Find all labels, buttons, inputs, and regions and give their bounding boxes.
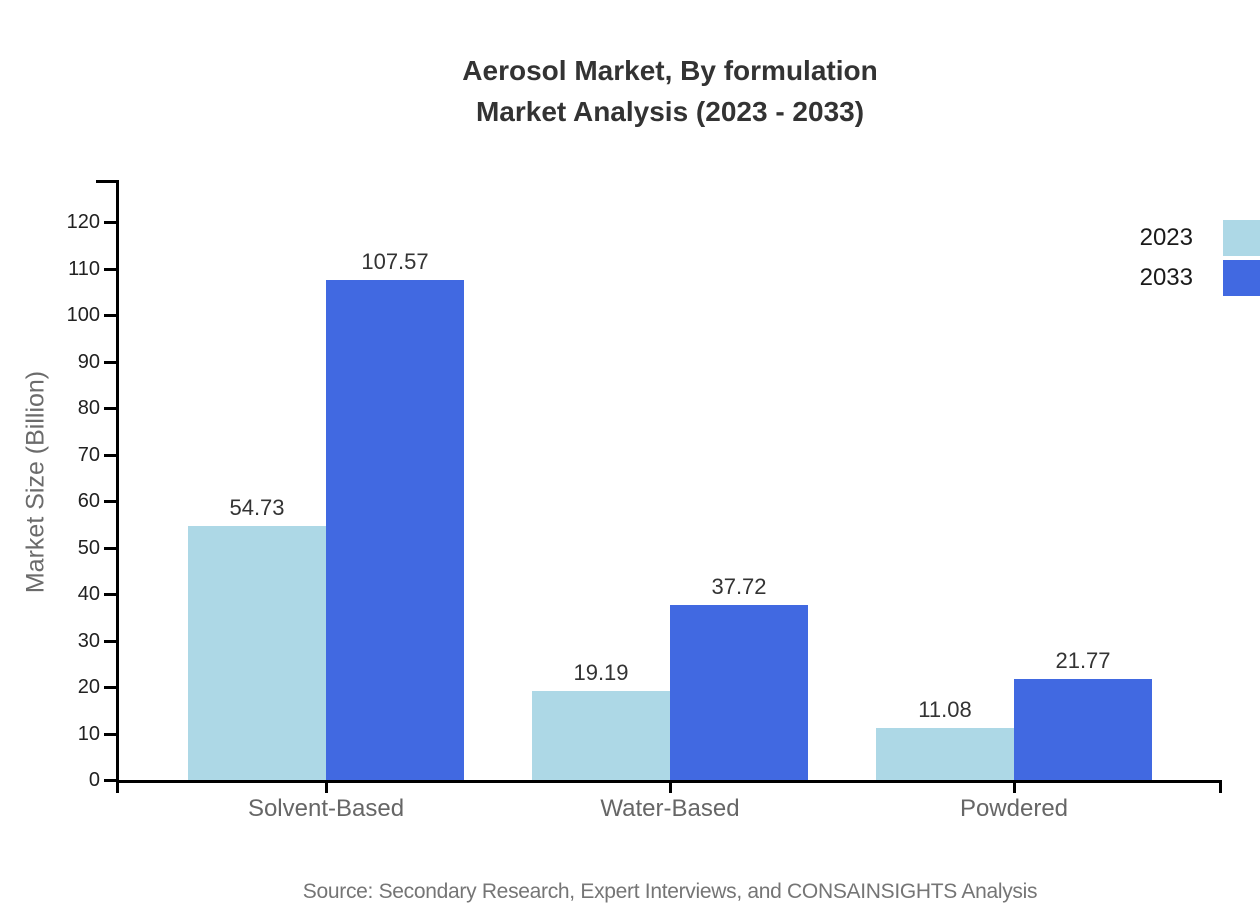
bar-value-label: 54.73 <box>229 494 285 520</box>
y-tick-label: 50 <box>77 536 100 559</box>
y-tick-label: 120 <box>66 211 100 233</box>
x-tick-mark <box>1012 780 1016 793</box>
y-tick-mark <box>104 314 117 317</box>
y-tick-mark <box>104 546 117 550</box>
category-label: Water-Based <box>600 795 740 822</box>
category-label: Solvent-Based <box>247 795 405 822</box>
y-tick-mark <box>104 267 117 271</box>
y-tick-label: 20 <box>77 676 100 698</box>
y-tick-label: 110 <box>68 257 100 280</box>
y-tick-label: 80 <box>77 397 100 419</box>
bar-value-label: 21.77 <box>1055 647 1111 673</box>
bar-value-label: 107.57 <box>361 248 429 274</box>
y-tick-mark <box>104 732 117 736</box>
y-tick-mark <box>104 407 117 410</box>
y-tick-label: 100 <box>66 304 100 326</box>
bar-2033-water-based <box>670 604 808 780</box>
legend-swatch-2023 <box>1223 220 1260 256</box>
chart-title: Aerosol Market, By formulation Market An… <box>160 50 1180 132</box>
bar-2023-water-based <box>532 690 670 780</box>
chart-title-line1: Aerosol Market, By formulation <box>462 55 878 86</box>
y-tick-label: 30 <box>77 629 100 652</box>
y-tick-mark <box>104 500 117 503</box>
y-tick-label: 0 <box>88 769 100 791</box>
bar-2033-powdered <box>1014 678 1152 780</box>
y-tick-mark <box>104 686 117 689</box>
y-tick-label: 60 <box>77 490 100 512</box>
y-tick-label: 10 <box>77 722 100 745</box>
y-tick-label: 90 <box>77 350 100 373</box>
y-axis-top-cap <box>96 180 117 183</box>
source-note: Source: Secondary Research, Expert Inter… <box>302 880 1038 903</box>
bar-2033-solvent-based <box>326 279 464 780</box>
y-tick-mark <box>104 360 117 364</box>
x-tick-mark <box>668 780 672 793</box>
bar-2023-powdered <box>876 728 1014 780</box>
y-tick-mark <box>104 779 117 782</box>
chart-title-line2: Market Analysis (2023 - 2033) <box>475 96 865 127</box>
y-tick-mark <box>104 453 117 457</box>
bar-2023-solvent-based <box>188 525 326 780</box>
bar-value-label: 19.19 <box>573 659 629 685</box>
x-axis-end-cap <box>1219 780 1222 793</box>
y-tick-label: 70 <box>77 443 100 466</box>
y-axis-line <box>116 180 119 793</box>
bar-value-label: 11.08 <box>918 697 972 723</box>
legend-label-2033: 2033 <box>1139 264 1193 291</box>
bar-value-label: 37.72 <box>711 573 767 599</box>
y-tick-mark <box>104 639 117 643</box>
y-tick-mark <box>104 593 117 596</box>
y-tick-label: 40 <box>77 583 100 605</box>
legend-swatch-2033 <box>1223 260 1260 296</box>
legend-label-2023: 2023 <box>1139 224 1193 251</box>
x-tick-mark <box>324 780 328 793</box>
category-label: Powdered <box>959 795 1069 822</box>
y-tick-mark <box>104 221 117 224</box>
